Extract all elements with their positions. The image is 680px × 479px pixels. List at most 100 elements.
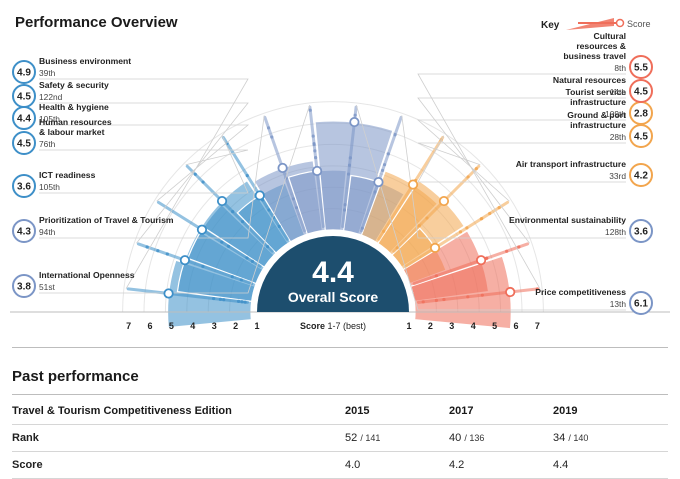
pillar-score-value: 4.5 [634, 132, 648, 143]
distribution-dot [395, 246, 399, 250]
key-score-marker [615, 18, 625, 28]
axis-tick-label: 7 [126, 321, 131, 331]
distribution-dot [535, 287, 539, 291]
distribution-dot [382, 163, 387, 167]
pillar-score-value: 3.6 [17, 182, 31, 193]
distribution-dot [466, 175, 470, 179]
pillar-rank: 128th [605, 227, 626, 237]
row-label: Rank [12, 424, 345, 452]
pillar-score-value: 3.6 [634, 227, 648, 238]
distribution-dot [458, 230, 463, 234]
distribution-dot [421, 300, 425, 304]
distribution-dot [434, 298, 439, 302]
table-header-edition: Travel & Tourism Competitiveness Edition [12, 398, 345, 425]
pillar-score-marker [373, 176, 384, 188]
leader-line [416, 119, 626, 202]
distribution-dot [425, 216, 429, 220]
pillar-score-badge [629, 163, 653, 187]
distribution-streak [416, 287, 540, 304]
axis-tick-label: 2 [428, 321, 433, 331]
distribution-dot [466, 295, 470, 299]
pillar-score-marker [407, 179, 419, 190]
pillar-rank: 8th [614, 63, 626, 73]
distribution-dot [201, 264, 205, 269]
pillar-label: 3.6 Environmental sustainability 128th [509, 215, 653, 243]
distribution-dot [480, 293, 484, 297]
table-header-2015: 2015 [345, 398, 449, 425]
pillar-score-badge [12, 131, 36, 155]
distribution-dot [346, 172, 351, 176]
distribution-dot [380, 168, 385, 172]
axis-tick-label: 2 [233, 321, 238, 331]
score-2017: 4.2 [449, 451, 553, 479]
table-row-score: Score 4.0 4.2 4.4 [12, 451, 668, 479]
distribution-dot [243, 300, 247, 304]
distribution-dot [342, 208, 347, 212]
overall-score-label: Overall Score [288, 289, 378, 305]
score-2019: 4.4 [553, 451, 668, 479]
chart-title: Performance Overview [15, 14, 178, 31]
row-label: Score [12, 451, 345, 479]
distribution-dot [347, 163, 352, 167]
distribution-dot [434, 274, 438, 278]
distribution-dot [156, 249, 160, 253]
table-header-2019: 2019 [553, 398, 668, 425]
distribution-dot [226, 244, 231, 248]
pillar-rank: 51st [39, 282, 56, 292]
table-header-row: Travel & Tourism Competitiveness Edition… [12, 398, 668, 425]
scale-guide-arc [122, 101, 544, 313]
distribution-dot [442, 297, 446, 302]
pillar-label: 3.8 International Openness 51st [12, 270, 135, 298]
distribution-dot [393, 133, 397, 137]
pillar-bar [410, 255, 512, 330]
pillar-label: 3.6 ICT readiness 105th [12, 170, 96, 198]
axis-tick-label: 3 [449, 321, 454, 331]
key-label: Key [541, 20, 560, 31]
distribution-dot [497, 206, 501, 210]
pillar-label: 4.5 Natural resources 14th [553, 75, 653, 103]
distribution-dot [240, 219, 245, 224]
pillar-score-value: 4.5 [17, 92, 31, 103]
pillar-rank: 33rd [609, 171, 626, 181]
distribution-dot [250, 259, 255, 263]
axis-label: Score 1-7 (best) [300, 321, 366, 331]
distribution-dot [222, 298, 226, 302]
leader-line [39, 104, 311, 294]
pillar-name: Price competitiveness [535, 287, 626, 297]
leader-line [39, 149, 249, 166]
distribution-dot [245, 256, 249, 260]
leader-line [39, 135, 249, 194]
pillar-name: Ground & port [567, 110, 626, 120]
axis-tick-label: 4 [190, 321, 195, 331]
pillar-name: infrastructure [570, 97, 626, 107]
past-performance-table: Travel & Tourism Competitiveness Edition… [12, 398, 668, 479]
pillar-score-value: 4.4 [17, 114, 31, 125]
pillar-score-badge [12, 274, 36, 298]
distribution-dot [230, 275, 234, 279]
distribution-dot [266, 126, 271, 130]
rank-2017: 40 / 136 [449, 424, 553, 452]
pillar-rank: 76th [39, 139, 56, 149]
pillar-label: 4.4 Health & hygiene 105th [12, 102, 109, 130]
pillar-rank: 28th [610, 132, 627, 142]
axis-tick-label: 6 [147, 321, 152, 331]
key-legend: Key Score [541, 18, 651, 31]
pillar-score-value: 2.8 [634, 109, 648, 120]
pillar-score-marker [438, 195, 450, 207]
pillar-score-marker [429, 242, 441, 253]
pillar-name: ICT readiness [39, 170, 96, 180]
distribution-dot [266, 245, 270, 249]
overall-score-dial [257, 236, 409, 312]
pillar-name: Human resources [39, 117, 112, 127]
distribution-streak [126, 287, 250, 304]
distribution-dot [373, 190, 377, 194]
leader-line [39, 124, 250, 202]
leader-line [417, 73, 626, 289]
axis-tick-label: 1 [406, 321, 411, 331]
rank-2015: 52 / 141 [345, 424, 449, 452]
pillar-label: 4.9 Business environment 39th [12, 56, 131, 84]
table-header-2017: 2017 [449, 398, 553, 425]
